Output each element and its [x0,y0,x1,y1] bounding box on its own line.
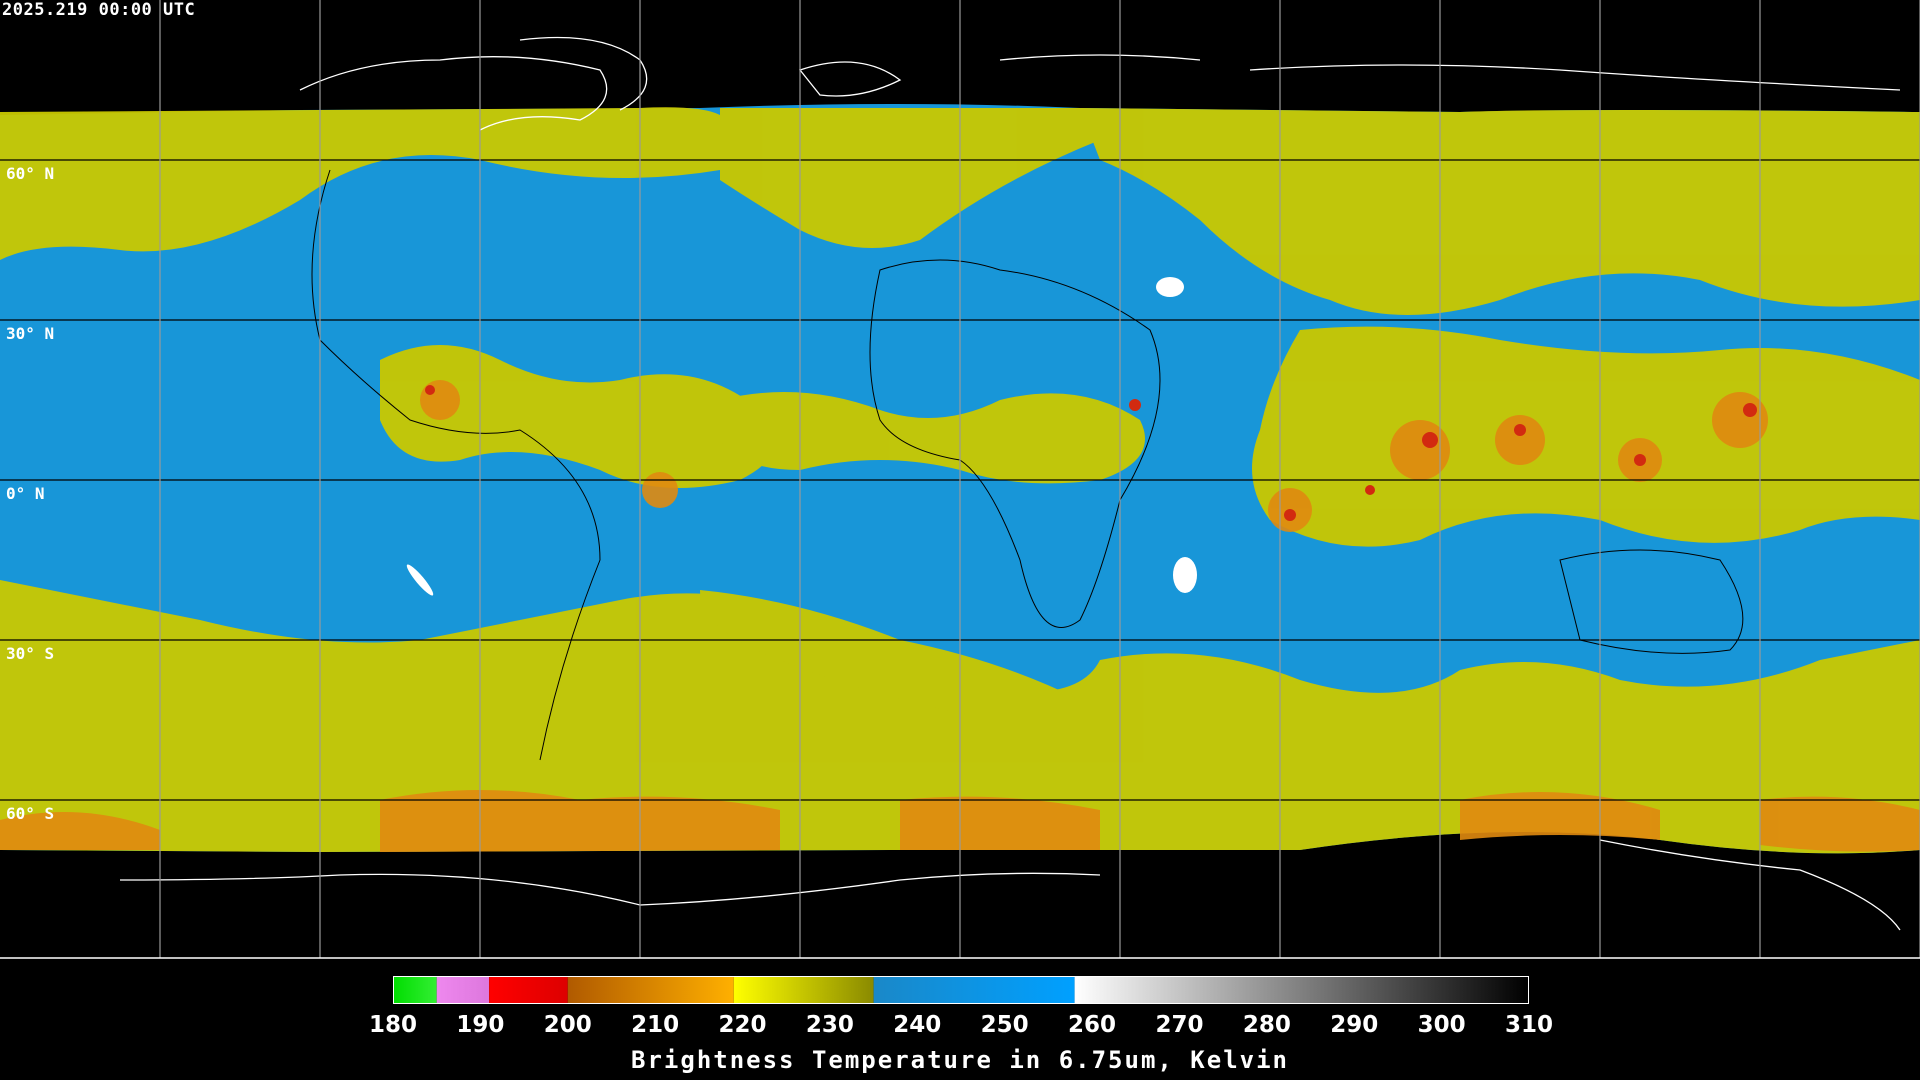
colorbar-tick-label: 230 [805,1012,854,1038]
colorbar-tick-label: 250 [980,1012,1029,1038]
lat-label-30n: 30° N [6,324,55,343]
timestamp-label: 2025.219 00:00 UTC [2,0,196,20]
colorbar-tick-label: 310 [1504,1012,1554,1038]
very-cold-spots [425,385,1757,521]
colorbar-tick-label: 280 [1242,1012,1291,1038]
colorbar-tick-label: 260 [1068,1012,1117,1038]
colorbar-tick-label: 180 [368,1012,418,1038]
colorbar-title: Brightness Temperature in 6.75um, Kelvin [631,1046,1289,1074]
colorbar-tick-label: 270 [1155,1012,1204,1038]
colorbar-segment [1074,976,1529,1004]
lat-label-30s: 30° S [6,644,55,663]
meridian-lines [159,0,1920,958]
lat-label-60s: 60° S [6,804,55,823]
warm-dry-spots [406,277,1197,596]
colorbar-tick-label: 290 [1330,1012,1379,1038]
lat-label-0n: 0° N [6,484,45,503]
colorbar-segment [436,976,490,1004]
colorbar-tick-label: 200 [543,1012,592,1038]
colorbar [393,976,1529,1004]
colorbar-segment [393,976,437,1004]
colorbar-segment [873,976,1075,1004]
colorbar-segment [733,976,874,1004]
colorbar-segment [567,976,734,1004]
colorbar-tick-label: 240 [893,1012,942,1038]
continent-outlines [311,169,1744,761]
colorbar-frame [393,976,1529,1004]
colorbar-tick-label: 220 [718,1012,767,1038]
colorbar-tick-label: 190 [456,1012,505,1038]
satellite-map [0,0,1920,960]
colorbar-tick-label: 300 [1417,1012,1466,1038]
colorbar-segment [489,976,568,1004]
lat-label-60n: 60° N [6,164,55,183]
colorbar-tick-label: 210 [631,1012,680,1038]
